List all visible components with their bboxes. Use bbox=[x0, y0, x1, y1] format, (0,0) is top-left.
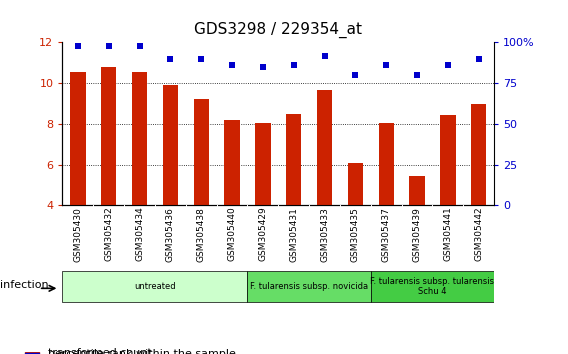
Point bbox=[382, 62, 391, 68]
Bar bbox=[162, 85, 178, 205]
Title: GDS3298 / 229354_at: GDS3298 / 229354_at bbox=[194, 22, 362, 38]
Bar bbox=[440, 115, 456, 205]
Text: infection: infection bbox=[0, 280, 49, 290]
Bar bbox=[25, 353, 39, 354]
Text: F. tularensis subsp. tularensis
Schu 4: F. tularensis subsp. tularensis Schu 4 bbox=[370, 277, 495, 296]
Point bbox=[351, 72, 360, 78]
Point bbox=[258, 64, 268, 70]
Bar bbox=[378, 123, 394, 205]
Text: transformed count: transformed count bbox=[48, 348, 151, 354]
Bar bbox=[255, 123, 270, 205]
Bar bbox=[194, 99, 209, 205]
Point bbox=[104, 43, 113, 48]
FancyBboxPatch shape bbox=[62, 272, 248, 302]
Text: percentile rank within the sample: percentile rank within the sample bbox=[48, 349, 235, 354]
Point bbox=[412, 72, 421, 78]
Bar bbox=[471, 104, 486, 205]
Point bbox=[444, 62, 453, 68]
Point bbox=[474, 56, 483, 62]
Point bbox=[135, 43, 144, 48]
Point bbox=[228, 62, 237, 68]
Text: untreated: untreated bbox=[134, 282, 176, 291]
Point bbox=[289, 62, 298, 68]
Bar bbox=[317, 90, 332, 205]
Bar bbox=[101, 67, 116, 205]
Bar bbox=[410, 176, 425, 205]
Point bbox=[320, 53, 329, 58]
Bar bbox=[224, 120, 240, 205]
Text: F. tularensis subsp. novicida: F. tularensis subsp. novicida bbox=[250, 282, 368, 291]
Bar bbox=[132, 72, 147, 205]
FancyBboxPatch shape bbox=[248, 272, 371, 302]
Point bbox=[166, 56, 175, 62]
Point bbox=[73, 43, 82, 48]
Point bbox=[197, 56, 206, 62]
Bar bbox=[286, 114, 302, 205]
FancyBboxPatch shape bbox=[371, 272, 494, 302]
Bar bbox=[70, 72, 86, 205]
Bar bbox=[348, 162, 363, 205]
